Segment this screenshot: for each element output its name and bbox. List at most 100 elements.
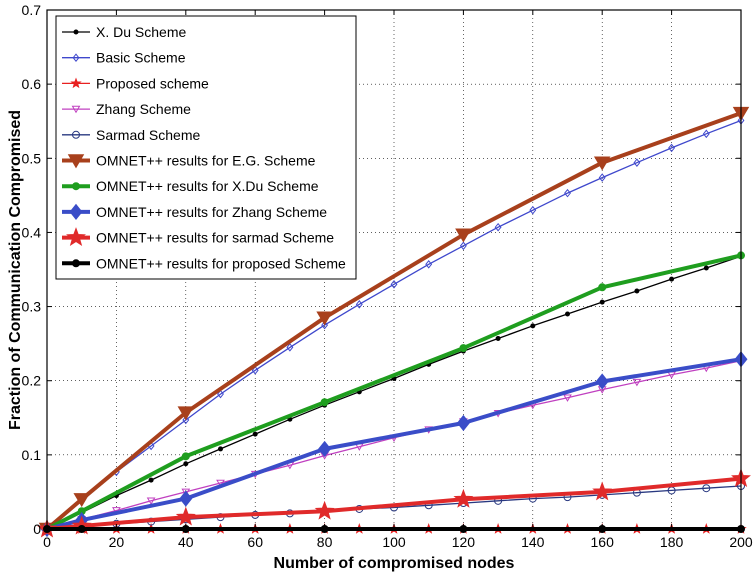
x-tick-label: 120 <box>452 534 476 550</box>
legend-label: Proposed scheme <box>96 75 209 91</box>
legend-entry: OMNET++ results for Zhang Scheme <box>62 203 327 221</box>
point-marker <box>703 265 709 271</box>
point-marker <box>634 288 640 294</box>
x-tick-label: 60 <box>247 534 263 550</box>
point-marker <box>72 53 80 63</box>
point-marker <box>565 311 570 317</box>
y-tick-label: 0 <box>33 521 41 537</box>
x-tick-label: 180 <box>660 534 684 550</box>
y-tick-label: 0.7 <box>22 2 42 18</box>
series-line <box>46 119 742 530</box>
legend-entry: X. Du Scheme <box>62 24 186 40</box>
point-marker <box>316 311 333 326</box>
point-marker <box>459 344 468 353</box>
point-marker <box>564 188 571 198</box>
point-marker <box>595 373 609 390</box>
legend-label: X. Du Scheme <box>96 24 186 40</box>
point-marker <box>217 389 224 399</box>
point-marker <box>177 406 195 421</box>
point-marker <box>71 105 81 114</box>
point-marker <box>146 497 156 505</box>
point-marker <box>181 452 190 461</box>
legend-entry: Basic Scheme <box>62 50 186 66</box>
point-marker <box>453 488 474 508</box>
point-marker <box>593 156 611 171</box>
legend-entry: OMNET++ results for X.Du Scheme <box>62 178 319 194</box>
x-tick-label: 100 <box>382 534 406 550</box>
legend-label: Zhang Scheme <box>96 101 191 117</box>
x-tick-label: 0 <box>43 534 51 550</box>
legend-label: OMNET++ results for proposed Scheme <box>96 255 346 271</box>
point-marker <box>633 158 641 168</box>
point-marker <box>73 493 90 508</box>
point-marker <box>668 143 676 153</box>
y-tick-label: 0.6 <box>22 76 42 92</box>
point-marker <box>563 394 572 402</box>
point-marker <box>599 299 605 305</box>
point-marker <box>592 481 613 501</box>
point-marker <box>69 203 83 221</box>
point-marker <box>390 280 398 289</box>
y-tick-label: 0.3 <box>22 299 42 315</box>
y-tick-label: 0.1 <box>22 447 42 463</box>
x-tick-label: 20 <box>109 534 125 550</box>
legend-entry: OMNET++ results for sarmad Scheme <box>62 227 334 247</box>
point-marker <box>495 335 501 341</box>
legend-label: OMNET++ results for sarmad Scheme <box>96 230 334 246</box>
point-marker <box>529 205 537 215</box>
series-2 <box>43 116 745 534</box>
point-marker <box>148 477 154 483</box>
point-marker <box>702 484 711 493</box>
legend-label: OMNET++ results for Zhang Scheme <box>96 204 327 220</box>
legend-entry: Proposed scheme <box>62 75 209 91</box>
series-6 <box>38 106 750 537</box>
legend-entry: Zhang Scheme <box>62 101 191 117</box>
point-marker <box>632 378 642 387</box>
legend-label: Basic Scheme <box>96 50 186 66</box>
point-marker <box>425 260 433 269</box>
legend-entry: OMNET++ results for E.G. Scheme <box>62 153 316 169</box>
axis-ticks: 0 20 40 60 80 100 120 140 160 180 200 0 0.1 0.2 0.3 0.4… <box>22 2 753 550</box>
point-marker <box>314 500 335 520</box>
point-marker <box>318 440 332 458</box>
point-marker <box>598 173 606 182</box>
legend-entry: Sarmad Scheme <box>62 127 200 143</box>
legend-label: OMNET++ results for X.Du Scheme <box>96 178 319 194</box>
x-axis-title: Number of compromised nodes <box>274 555 515 572</box>
point-marker <box>72 182 80 191</box>
legend-label: OMNET++ results for E.G. Scheme <box>96 153 316 169</box>
point-marker <box>67 154 85 169</box>
legend-entry: OMNET++ results for proposed Scheme <box>62 255 346 271</box>
x-tick-label: 80 <box>317 534 333 550</box>
point-marker <box>702 129 710 139</box>
legend: X. Du Scheme Basic Scheme Proposed scheme Z… <box>55 15 357 280</box>
point-marker <box>321 320 329 330</box>
legend-box <box>55 15 357 280</box>
point-marker <box>355 300 363 309</box>
x-tick-label: 200 <box>729 534 753 550</box>
x-tick-label: 40 <box>178 534 194 550</box>
legend-label: Sarmad Scheme <box>96 127 200 143</box>
point-marker <box>183 461 189 467</box>
point-marker <box>218 446 223 452</box>
point-marker <box>455 228 472 243</box>
point-marker <box>72 259 80 268</box>
y-axis-title: Fraction of Communication Compromised <box>7 110 24 430</box>
point-marker <box>320 398 329 407</box>
point-marker <box>459 241 467 251</box>
x-tick-label: 160 <box>591 534 615 550</box>
point-marker <box>251 366 259 375</box>
point-marker <box>181 488 191 497</box>
point-marker <box>456 414 470 432</box>
point-marker <box>175 506 196 526</box>
y-tick-label: 0.2 <box>22 373 42 389</box>
point-marker <box>179 490 193 507</box>
point-marker <box>286 343 294 352</box>
y-tick-label: 0.5 <box>22 150 42 166</box>
point-marker <box>598 283 607 292</box>
point-marker <box>216 479 225 488</box>
point-marker <box>66 227 86 247</box>
point-marker <box>669 276 675 282</box>
point-marker <box>70 77 82 89</box>
